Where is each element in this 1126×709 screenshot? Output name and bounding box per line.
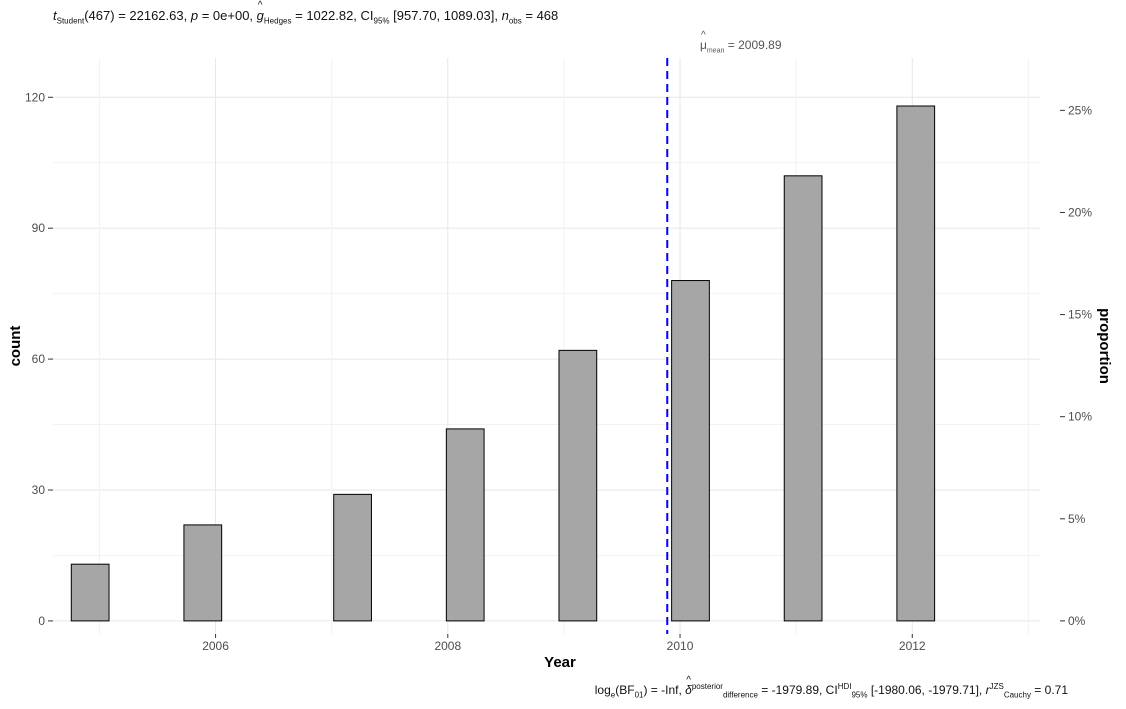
delta-sub: difference — [722, 690, 758, 700]
y2-tick-label: 0% — [1068, 614, 1086, 628]
ci-hdi-value: [-1980.06, -1979.71], — [870, 683, 983, 697]
ci-hdi-sub: 95% — [851, 690, 868, 700]
es-value: = 1022.82, CI — [295, 8, 374, 23]
y-tick-label: 90 — [32, 221, 46, 235]
x-tick-label: 2010 — [667, 639, 694, 653]
y2-tick-label: 10% — [1068, 410, 1092, 424]
n-label: n — [501, 8, 509, 23]
x-tick-label: 2012 — [899, 639, 926, 653]
y-tick-label: 0 — [38, 614, 45, 628]
mean-sub: mean — [706, 47, 725, 55]
y-tick-label: 60 — [32, 352, 46, 366]
x-axis-label: Year — [544, 654, 576, 671]
histogram-bar — [333, 493, 372, 622]
y-tick-label: 120 — [25, 90, 45, 104]
histogram-bar — [671, 280, 710, 622]
y2-tick-label: 15% — [1068, 308, 1092, 322]
bf-label: log — [594, 683, 611, 697]
es-sub: Hedges — [263, 16, 292, 26]
ci-hdi-sup: HDI — [837, 682, 852, 691]
histogram-bar — [558, 349, 598, 622]
histogram-bar — [183, 524, 223, 622]
delta-sup: posterior — [691, 682, 723, 691]
r-label: r — [985, 683, 990, 697]
r-sup: JZS — [989, 682, 1004, 691]
mean-label: μmean = 2009.89 — [700, 30, 782, 55]
stat-df: (467) — [84, 8, 115, 23]
y2-tick-label: 5% — [1068, 512, 1086, 526]
bf-value: ) = -Inf, — [643, 683, 682, 697]
ci-value: [957.70, 1089.03], — [393, 8, 498, 23]
histogram-bar — [896, 105, 936, 622]
x-tick-label: 2006 — [202, 639, 229, 653]
bf-sub: 01 — [634, 690, 644, 700]
bf-base: e — [610, 690, 616, 700]
chart-caption: loge(BF01) = -Inf, δposteriordifference … — [594, 675, 1068, 700]
n-sub: obs — [508, 16, 522, 26]
r-sub: Cauchy — [1003, 690, 1031, 700]
p-label: p — [190, 8, 199, 23]
chart-title: tStudent(467) = 22162.63, p = 0e+00, gHe… — [53, 0, 559, 26]
y-axis-label: count — [7, 326, 24, 367]
y2-tick-label: 25% — [1068, 103, 1092, 117]
r-value: = 0.71 — [1034, 683, 1068, 697]
y-axis-ticks: 0 30 60 90 120 — [25, 90, 53, 628]
ci-sub: 95% — [373, 16, 390, 26]
stat-sub: Student — [56, 16, 85, 26]
mean-value: = 2009.89 — [727, 38, 782, 52]
histogram-bars — [70, 105, 936, 622]
y2-axis-label: proportion — [1096, 308, 1113, 384]
delta-value: = -1979.89, CI — [761, 683, 838, 697]
n-value: = 468 — [525, 8, 559, 23]
mean-symbol: μ — [700, 30, 707, 52]
bf-paren: (BF — [615, 683, 635, 697]
stat-name: t — [53, 8, 57, 23]
p-value: = 0e+00, — [201, 8, 254, 23]
y-tick-label: 30 — [32, 483, 46, 497]
x-axis-ticks: 2006 2008 2010 2012 — [202, 634, 926, 653]
es-name: g — [257, 0, 264, 23]
histogram-bar — [783, 175, 823, 622]
x-tick-label: 2008 — [434, 639, 461, 653]
y2-axis-ticks: 0% 5% 10% 15% 20% 25% — [1060, 103, 1092, 628]
stat-value: = 22162.63, — [118, 8, 188, 23]
y2-tick-label: 20% — [1068, 205, 1092, 219]
histogram-bar — [70, 563, 110, 622]
delta-symbol: δ — [685, 675, 692, 697]
histogram-bar — [445, 428, 485, 622]
